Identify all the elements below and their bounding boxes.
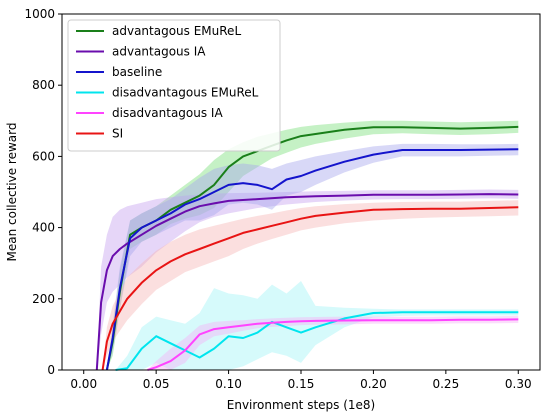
confidence-bands — [96, 120, 519, 370]
y-tick-label: 0 — [47, 363, 55, 377]
line-series-5 — [101, 206, 519, 371]
band-series-1 — [96, 189, 519, 370]
y-tick-label: 200 — [32, 292, 55, 306]
legend: advantagous EMuReL advantagous IA baseline… — [67, 19, 281, 152]
legend-entry: disadvantagous EMuReL — [112, 86, 259, 100]
legend-entry: advantagous IA — [112, 45, 206, 59]
band-series-2 — [106, 143, 519, 370]
series-lines — [95, 125, 519, 371]
axes: 0.00 0.05 0.10 0.15 0.20 0.25 0.30 0 200 400 600 80… — [24, 7, 541, 391]
y-tick-label: 1000 — [24, 7, 55, 21]
legend-box — [67, 19, 281, 152]
y-tick-label: 400 — [32, 221, 55, 235]
x-tick-label: 0.20 — [360, 377, 387, 391]
line-series-4 — [147, 318, 519, 371]
legend-entry: disadvantagous IA — [112, 106, 223, 120]
x-tick-label: 0.30 — [505, 377, 532, 391]
band-series-5 — [102, 200, 519, 370]
x-tick-label: 0.10 — [215, 377, 242, 391]
band-series-0 — [106, 120, 519, 370]
y-tick-label: 800 — [32, 78, 55, 92]
legend-entry: advantagous EMuReL — [112, 24, 241, 38]
legend-entry: SI — [112, 127, 123, 141]
line-series-2 — [105, 148, 519, 371]
y-axis-label: Mean collective reward — [5, 123, 19, 262]
line-series-1 — [95, 193, 519, 371]
x-tick-label: 0.15 — [288, 377, 315, 391]
y-tick-label: 600 — [32, 149, 55, 163]
band-series-4 — [147, 315, 519, 370]
x-tick-label: 0.05 — [143, 377, 170, 391]
x-axis-label: Environment steps (1e8) — [227, 398, 375, 412]
x-tick-label: 0.00 — [70, 377, 97, 391]
legend-entry: baseline — [112, 65, 162, 79]
x-tick-label: 0.25 — [432, 377, 459, 391]
line-series-3 — [115, 311, 519, 371]
